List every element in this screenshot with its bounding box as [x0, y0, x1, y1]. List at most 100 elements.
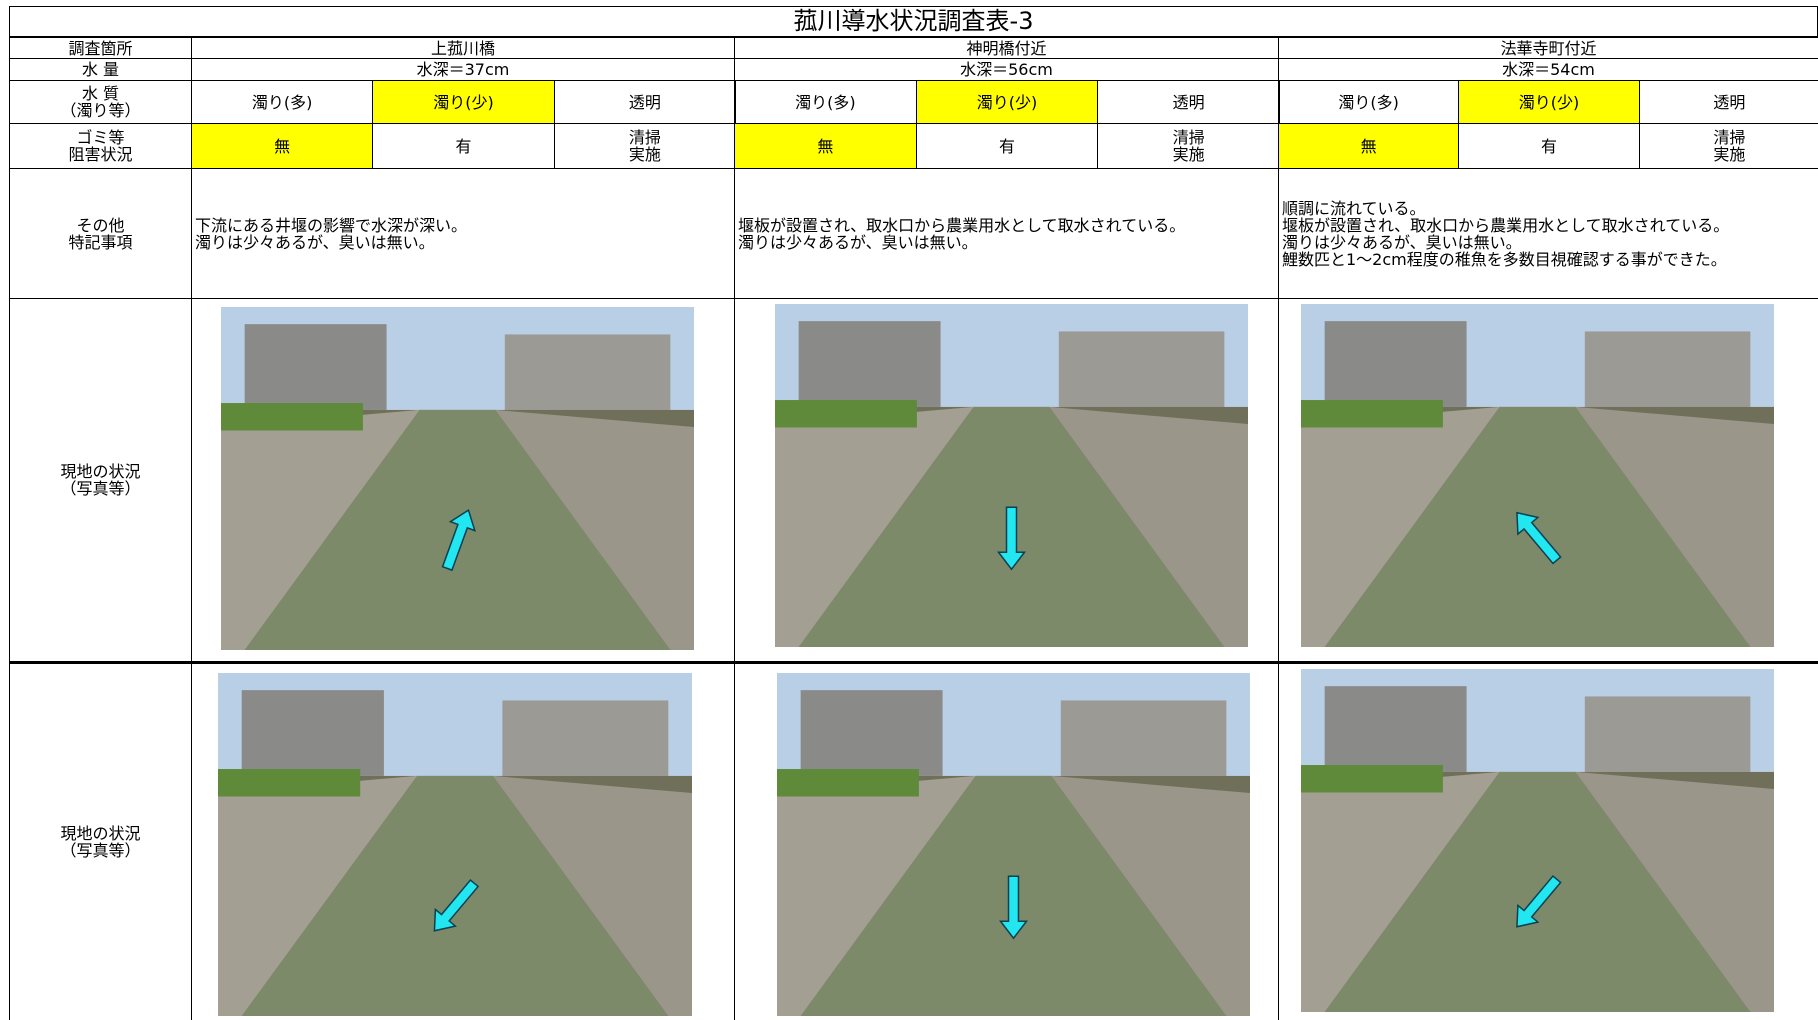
building: [1584, 331, 1751, 407]
quality-option: 濁り(少): [915, 80, 1099, 124]
quality-option: 透明: [1638, 80, 1818, 124]
building: [504, 334, 671, 410]
row-label: 現地の状況 （写真等）: [9, 298, 192, 662]
depth: 水深＝56cm: [734, 58, 1279, 81]
flow-arrow: [1516, 511, 1562, 565]
building: [1058, 331, 1225, 407]
building: [1324, 686, 1467, 772]
bank: [495, 409, 694, 650]
row-label: その他 特記事項: [9, 168, 192, 299]
row-label: 現地の状況 （写真等）: [9, 661, 192, 1020]
notes: 下流にある井堰の影響で水深が深い。 濁りは少々あるが、臭いは無い。: [191, 168, 735, 299]
note-text: 下流にある井堰の影響で水深が深い。: [195, 215, 468, 235]
option-text: 有: [455, 136, 472, 156]
option-text: 透明: [1713, 92, 1746, 112]
note-text: 濁りは少々あるが、臭いは無い。: [195, 232, 435, 252]
option-text: 濁り(多): [1338, 92, 1399, 112]
label-text: 水 質: [81, 84, 120, 103]
row-label: 調査箇所: [9, 37, 192, 59]
bank: [492, 775, 692, 1016]
bank: [1575, 406, 1774, 647]
building: [502, 700, 669, 776]
quality-option: 濁り(少): [1458, 80, 1640, 124]
row-label: 水 質（濁り等）: [9, 80, 192, 124]
trash-option: 有: [1458, 123, 1640, 169]
quality-option: 濁り(少): [372, 80, 555, 124]
trash-option: 清掃 実施: [553, 123, 736, 169]
trash-option: 無: [1278, 123, 1460, 169]
option-text: 濁り(少): [1518, 92, 1580, 112]
building: [244, 324, 387, 410]
note-text: 濁りは少々あるが、臭いは無い。: [1282, 232, 1522, 252]
trash-option: 無: [734, 123, 917, 169]
label-text: 調査箇所: [68, 38, 133, 58]
building: [1324, 321, 1467, 407]
row-label: ゴミ等 阻害状況: [9, 123, 192, 169]
option-text: 清掃: [628, 128, 661, 147]
notes: 堰板が設置され、取水口から農業用水として取水されている。 濁りは少々あるが、臭いは…: [734, 168, 1279, 299]
arrow-shape: [998, 875, 1029, 940]
option-text: 濁り(多): [251, 92, 313, 112]
water: [1324, 771, 1751, 1012]
water: [241, 775, 669, 1016]
notes: 順調に流れている。 堰板が設置され、取水口から農業用水として取水されている。 濁りは…: [1278, 168, 1818, 299]
depth-text: 水深＝54cm: [1502, 60, 1595, 79]
bank: [1575, 771, 1774, 1012]
bank: [1049, 406, 1248, 647]
bank: [1301, 771, 1500, 1012]
label-text: （写真等）: [60, 841, 141, 860]
row-label: 水 量: [9, 58, 192, 81]
depth: 水深＝54cm: [1278, 58, 1818, 81]
grass: [1301, 400, 1443, 428]
option-text: 透明: [628, 92, 661, 112]
flow-arrow: [441, 509, 477, 572]
building: [1060, 700, 1227, 776]
building: [798, 321, 941, 407]
photo-cell: [1278, 661, 1818, 1020]
bank: [775, 406, 974, 647]
bank: [221, 409, 420, 650]
option-text: 清掃: [1713, 128, 1746, 147]
bank: [1051, 775, 1250, 1016]
label-text: 現地の状況: [60, 824, 141, 843]
label-text: 水 量: [81, 60, 120, 79]
option-text: 無: [274, 136, 291, 156]
label-text: 現地の状況: [60, 462, 141, 481]
option-text: 無: [817, 136, 834, 156]
building: [241, 690, 384, 776]
arrow-shape: [433, 878, 480, 932]
flow-arrow: [998, 875, 1029, 940]
grass: [221, 403, 363, 431]
site-photo: [218, 673, 692, 1016]
arrow-shape: [441, 509, 477, 572]
quality-option: 濁り(多): [734, 80, 917, 124]
depth-text: 水深＝37cm: [416, 60, 510, 79]
arrow-shape: [1516, 511, 1562, 565]
option-text: 実施: [1172, 145, 1205, 164]
location-text: 上菰川橋: [430, 38, 495, 58]
location-text: 法華寺町付近: [1500, 38, 1597, 58]
label-text: ゴミ等: [76, 128, 125, 147]
label-text: （濁り等）: [60, 101, 141, 120]
building: [800, 690, 943, 776]
grass: [775, 400, 917, 428]
trash-option: 清掃 実施: [1638, 123, 1818, 169]
site-photo: [221, 307, 694, 650]
location-text: 神明橋付近: [966, 38, 1047, 58]
trash-option: 有: [372, 123, 555, 169]
arrow-shape: [1516, 874, 1562, 928]
note-text: 鯉数匹と1～2cm程度の稚魚を多数目視確認する事ができた。: [1282, 249, 1727, 269]
option-text: 有: [998, 136, 1015, 156]
trash-option: 有: [915, 123, 1099, 169]
quality-option: 濁り(多): [1278, 80, 1460, 124]
label-text: （写真等）: [60, 479, 141, 498]
bank: [218, 775, 418, 1016]
flow-arrow: [996, 506, 1027, 571]
grass: [777, 769, 919, 797]
grass: [218, 769, 361, 797]
site-photo: [1301, 304, 1774, 647]
option-text: 清掃: [1172, 128, 1205, 147]
site-photo: [1301, 669, 1774, 1012]
option-text: 透明: [1172, 92, 1205, 112]
